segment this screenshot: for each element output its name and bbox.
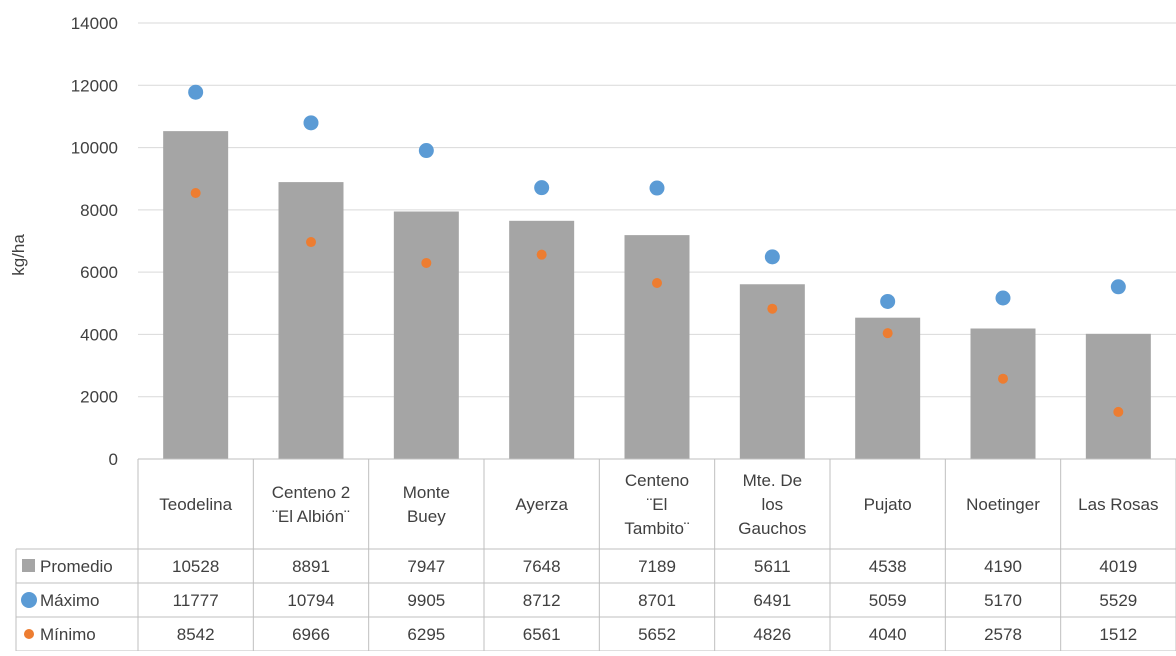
data-label: 8542 <box>177 625 215 644</box>
bar <box>509 220 575 459</box>
data-label: 8701 <box>638 591 676 610</box>
marker-point <box>1113 406 1124 417</box>
bars <box>163 131 1151 460</box>
y-tick-label: 2000 <box>80 388 118 407</box>
category-label: Pujato <box>864 495 912 514</box>
marker-point <box>998 373 1008 384</box>
category-label: Monte <box>403 483 450 502</box>
marker-point <box>995 290 1011 306</box>
marker-point <box>882 328 893 339</box>
bar <box>163 131 229 460</box>
legend-key-marker <box>24 629 34 639</box>
marker-point <box>188 84 204 100</box>
marker-point <box>652 277 662 288</box>
category-label: Buey <box>407 507 446 526</box>
marker-point <box>534 180 550 196</box>
bar <box>278 182 344 459</box>
bar <box>1085 333 1151 459</box>
data-label: 5611 <box>754 557 791 576</box>
data-label: 9905 <box>407 591 445 610</box>
category-label: Centeno 2 <box>272 483 350 502</box>
category-label: Centeno <box>625 471 689 490</box>
marker-point <box>880 293 896 309</box>
bar <box>855 317 921 459</box>
data-label: 7189 <box>638 557 676 576</box>
category-label: Teodelina <box>159 495 232 514</box>
data-label: 4538 <box>869 557 907 576</box>
category-label: Noetinger <box>966 495 1040 514</box>
series-name: Mínimo <box>40 625 96 644</box>
bar <box>393 211 459 459</box>
bar <box>624 235 690 459</box>
y-tick-label: 6000 <box>80 263 118 282</box>
marker-point <box>303 115 319 131</box>
category-label: Tambito¨ <box>624 519 689 538</box>
data-label: 8891 <box>292 557 330 576</box>
markers <box>188 84 1126 417</box>
category-label: ¨El <box>647 495 668 514</box>
data-label: 11777 <box>173 591 219 610</box>
bar <box>970 328 1036 459</box>
legend-key-bar <box>22 559 35 572</box>
data-label: 6561 <box>523 625 561 644</box>
data-table: Teodelina Centeno 2 ¨El Albión¨ Monte Buey Ay… <box>15 458 1176 652</box>
data-label: 1512 <box>1099 625 1137 644</box>
data-label: 7947 <box>407 557 445 576</box>
marker-point <box>536 249 547 260</box>
data-label: 5059 <box>869 591 907 610</box>
y-axis-label: kg/ha <box>9 234 28 276</box>
data-label: 7648 <box>523 557 561 576</box>
data-label: 5529 <box>1099 591 1137 610</box>
series-name: Máximo <box>40 591 100 610</box>
data-label: 10794 <box>287 591 334 610</box>
data-label: 8712 <box>523 591 561 610</box>
category-label: ¨El Albión¨ <box>272 507 349 526</box>
marker-point <box>306 237 316 248</box>
marker-point <box>418 143 434 159</box>
data-label: 4019 <box>1099 557 1137 576</box>
y-tick-label: 4000 <box>80 325 118 344</box>
category-label: los <box>761 495 783 514</box>
data-label: 6491 <box>753 591 791 610</box>
category-label: Las Rosas <box>1078 495 1158 514</box>
data-label: 4826 <box>753 625 791 644</box>
data-label: 5652 <box>638 625 676 644</box>
marker-point <box>1110 279 1126 295</box>
data-label: 6966 <box>292 625 330 644</box>
marker-point <box>190 187 201 198</box>
legend-key-marker <box>21 592 37 608</box>
data-label: 2578 <box>984 625 1022 644</box>
marker-point <box>649 180 665 196</box>
marker-point <box>767 303 778 314</box>
data-label: 5170 <box>984 591 1022 610</box>
y-tick-label: 10000 <box>71 139 118 158</box>
data-label: 10528 <box>172 557 219 576</box>
category-label: Mte. De <box>743 471 803 490</box>
category-label: Gauchos <box>738 519 806 538</box>
marker-point <box>421 257 432 268</box>
y-axis: 0 2000 4000 6000 8000 10000 12000 14000 <box>71 14 118 469</box>
series-name: Promedio <box>40 557 113 576</box>
y-tick-label: 14000 <box>71 14 118 33</box>
data-label: 4040 <box>869 625 907 644</box>
y-tick-label: 0 <box>109 450 118 469</box>
category-label: Ayerza <box>515 495 568 514</box>
marker-point <box>764 249 780 265</box>
data-label: 4190 <box>984 557 1022 576</box>
y-tick-label: 12000 <box>71 76 118 95</box>
data-label: 6295 <box>407 625 445 644</box>
y-tick-label: 8000 <box>80 201 118 220</box>
